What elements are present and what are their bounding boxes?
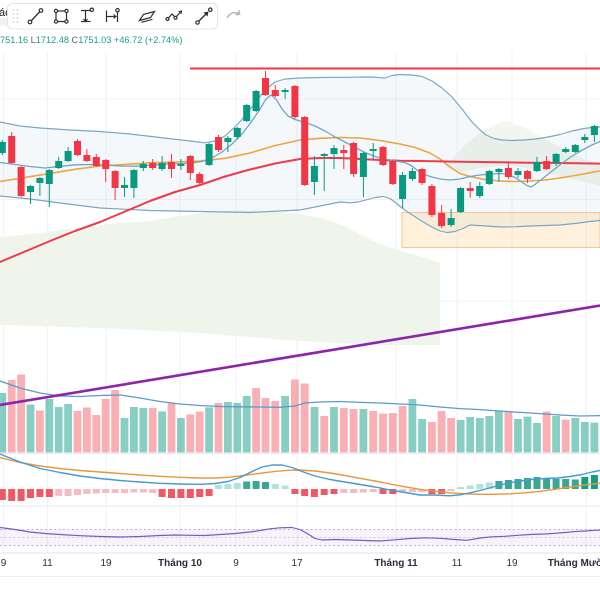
svg-text:11: 11 — [42, 558, 53, 569]
svg-text:9: 9 — [233, 558, 239, 569]
svg-text:Tháng 11: Tháng 11 — [374, 558, 418, 569]
svg-text:19: 19 — [506, 558, 518, 569]
svg-text:751.16 L1712.48 C1751.03 +46.7: 751.16 L1712.48 C1751.03 +46.72 (+2.74%) — [0, 35, 182, 45]
svg-text:Tháng Mười Hai: Tháng Mười Hai — [548, 558, 600, 569]
svg-text:9: 9 — [1, 558, 7, 569]
svg-text:17: 17 — [291, 558, 303, 569]
svg-text:ác: ác — [0, 7, 11, 19]
svg-text:19: 19 — [100, 558, 112, 569]
svg-text:Tháng 10: Tháng 10 — [158, 558, 202, 569]
svg-text:11: 11 — [452, 558, 463, 569]
